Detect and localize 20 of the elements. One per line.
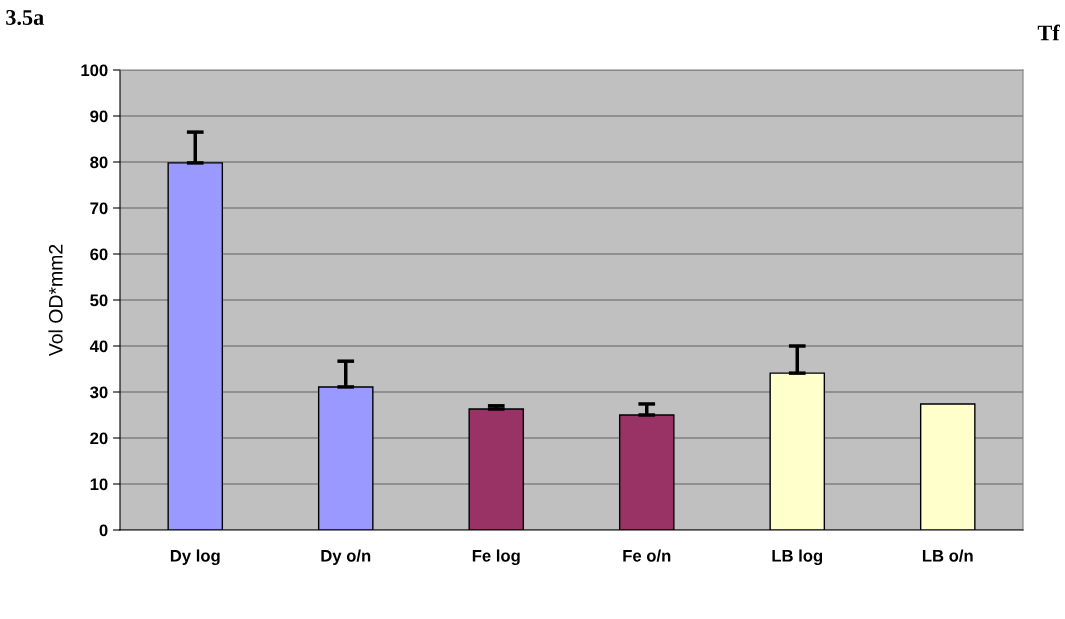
x-tick-label: Dy o/n [321, 549, 371, 565]
y-tick-label: 30 [90, 386, 108, 399]
x-tick-label: Dy log [170, 549, 220, 566]
y-tick-label: 40 [89, 340, 108, 353]
y-tick-label: 70 [90, 202, 108, 215]
text: 3.5a [6, 9, 44, 26]
y-tick-label: 10 [90, 478, 108, 491]
x-tick-label: Fe log [472, 549, 520, 566]
y-tick-label: 60 [90, 248, 108, 261]
y-tick-label: 0 [99, 524, 108, 537]
text: Tf [1037, 24, 1060, 41]
y-tick-label: 80 [90, 156, 108, 169]
y-tick-label: 20 [90, 432, 108, 445]
y-tick-label: 50 [90, 294, 108, 307]
x-tick-label: LB log [772, 549, 823, 566]
x-tick-label: LB o/n [922, 549, 973, 562]
y-axis-title: Vol OD*mm2 [48, 244, 63, 357]
y-tick-label: 100 [81, 64, 108, 77]
y-tick-label: 90 [90, 110, 108, 123]
x-tick-label: Fe o/n [623, 549, 671, 562]
